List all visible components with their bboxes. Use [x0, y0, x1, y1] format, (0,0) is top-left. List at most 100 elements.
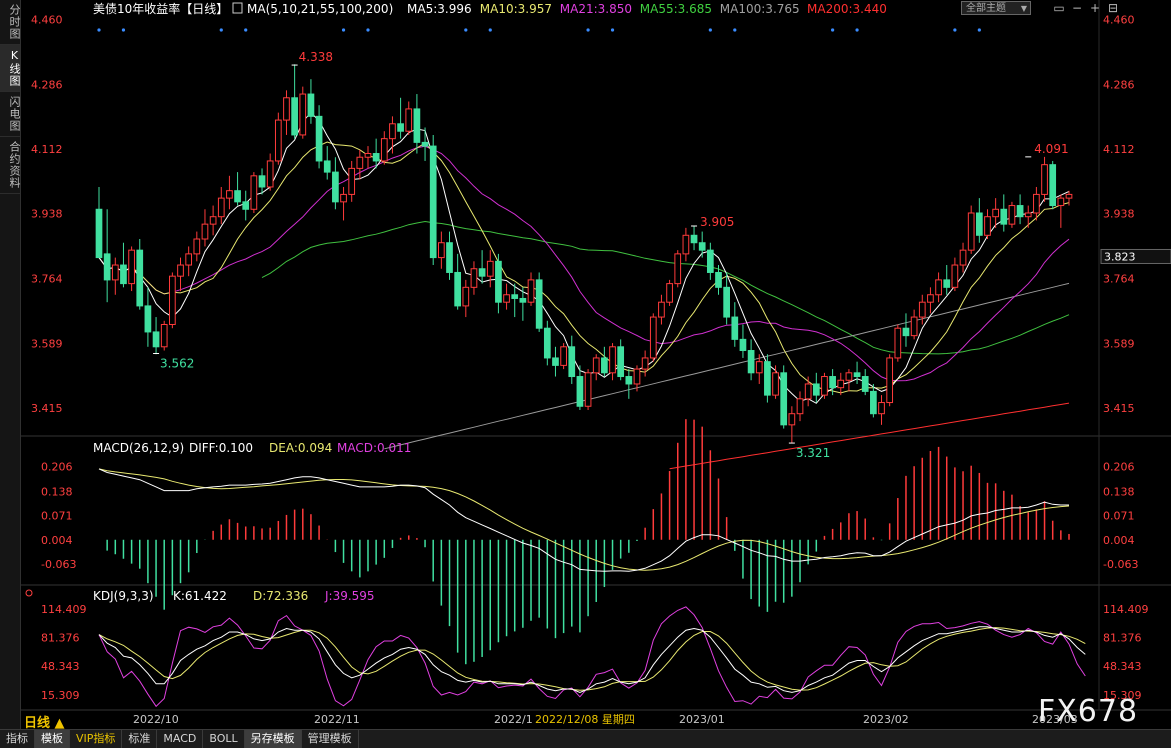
period-selector[interactable]: 日线 ▲ [24, 716, 65, 731]
candle-body [389, 123, 396, 140]
theme-dropdown[interactable]: 全部主题 ▼ [961, 1, 1031, 15]
candle-body [160, 323, 168, 348]
event-dot [464, 28, 468, 32]
current-price-label: 3.823 [1104, 250, 1136, 263]
y-tick-left: 3.938 [31, 208, 63, 221]
kdj-y-tick-right: 48.343 [1103, 660, 1142, 673]
zoom-out-icon[interactable]: − [1071, 1, 1083, 15]
y-tick-left: 4.460 [31, 14, 63, 27]
candle-body [592, 357, 600, 374]
toolbar-tab-1[interactable]: 模板 [35, 730, 70, 748]
candle-body [323, 160, 331, 173]
candle-body [185, 253, 193, 266]
y-tick-left: 3.764 [31, 272, 63, 285]
candle-body [967, 212, 975, 251]
candle-body [812, 383, 820, 396]
sidebar-item-flash[interactable]: 闪电图 [0, 92, 21, 137]
candle-body [217, 197, 225, 218]
sidebar-item-contract-info[interactable]: 合约资料 [0, 137, 21, 194]
kdj-y-tick-left: 81.376 [41, 632, 80, 645]
kdj-d: D:72.336 [253, 589, 308, 603]
candle-body [723, 286, 731, 318]
sidebar-item-intraday[interactable]: 分时图 [0, 0, 21, 45]
kdj-y-tick-right: 81.376 [1103, 632, 1142, 645]
x-axis-label: 2022/12/08 星期四 [535, 713, 635, 726]
candle-body [739, 338, 747, 352]
candle-body [601, 357, 608, 374]
event-dot [244, 28, 248, 32]
toolbar-tab-6[interactable]: 另存模板 [244, 730, 302, 748]
extreme-label: 3.562 [160, 356, 194, 370]
y-tick-right: 4.286 [1103, 78, 1135, 91]
candle-body [429, 145, 437, 259]
candle-body [291, 97, 298, 136]
ma10-line [98, 141, 1070, 394]
candle-body [584, 372, 592, 407]
event-dot [855, 28, 859, 32]
candle-body [242, 201, 250, 210]
candle-body [299, 93, 307, 136]
chart-area[interactable]: 4.460 4.460 4.286 4.286 4.112 4.112 3.938 3.938… [21, 0, 1171, 729]
event-dot [831, 28, 835, 32]
candle-body [152, 331, 160, 348]
candle-body [315, 115, 323, 162]
kdj-j-line [98, 606, 1086, 708]
candle-body [706, 249, 714, 273]
candle-body [927, 294, 934, 303]
candle-body [438, 242, 445, 259]
toolbar-tab-4[interactable]: MACD [157, 730, 204, 748]
candle-body [674, 253, 682, 285]
minimize-icon[interactable]: ▭ [1053, 1, 1065, 15]
chevron-down-icon: ▼ [1020, 4, 1027, 13]
chart-canvas[interactable]: 4.460 4.460 4.286 4.286 4.112 4.112 3.938 3.938… [21, 0, 1171, 729]
candle-body [470, 268, 478, 288]
x-axis-label: 2023/01 [679, 713, 725, 726]
candle-body [274, 119, 282, 162]
zoom-in-icon[interactable]: + [1089, 1, 1101, 15]
candle-body [511, 294, 519, 299]
candle-body [1033, 193, 1040, 214]
restore-icon[interactable]: ⊟ [1107, 1, 1119, 15]
event-dot [977, 28, 981, 32]
y-tick-right: 4.112 [1103, 143, 1135, 156]
candle-body [568, 346, 576, 378]
candle-body [943, 279, 951, 288]
toolbar-tab-5[interactable]: BOLL [203, 730, 245, 748]
event-dot [953, 28, 957, 32]
sidebar-item-kline[interactable]: K线图 [0, 45, 21, 92]
candle-body [992, 208, 999, 218]
candle-body [959, 249, 967, 266]
y-tick-left: 3.415 [31, 402, 63, 415]
toolbar-tab-2[interactable]: VIP指标 [70, 730, 123, 748]
y-tick-left: 4.286 [31, 78, 63, 91]
candle-body [1000, 208, 1008, 225]
candle-body [821, 376, 828, 396]
event-dot [97, 28, 101, 32]
macd-y-tick-left: 0.206 [41, 461, 73, 474]
candle-body [177, 264, 184, 277]
candle-body [878, 402, 885, 415]
kdj-k: K:61.422 [173, 589, 227, 603]
candle-body [111, 264, 119, 281]
toolbar-tab-3[interactable]: 标准 [122, 730, 158, 748]
kdj-label: KDJ(9,3,3) [93, 589, 154, 603]
kdj-settings-icon [25, 589, 33, 597]
candle-body [649, 316, 657, 359]
candle-body [478, 268, 486, 277]
candle-body [935, 279, 942, 296]
candle-body [682, 234, 690, 255]
candle-body [1041, 164, 1048, 195]
toolbar-tab-7[interactable]: 管理模板 [302, 730, 359, 748]
candle-body [1024, 212, 1032, 218]
kdj-y-tick-right: 15.309 [1103, 689, 1142, 702]
event-dot [610, 28, 615, 32]
candle-body [796, 398, 804, 415]
x-axis-label: 2022/10 [133, 713, 179, 726]
candle-body [250, 175, 258, 210]
candle-body [144, 305, 152, 333]
candle-body [894, 327, 902, 359]
toolbar-tab-0[interactable]: 指标 [0, 730, 35, 748]
kdj-y-tick-left: 48.343 [41, 660, 80, 673]
ma-value: MA100:3.765 [720, 2, 800, 16]
event-dot [219, 28, 223, 32]
